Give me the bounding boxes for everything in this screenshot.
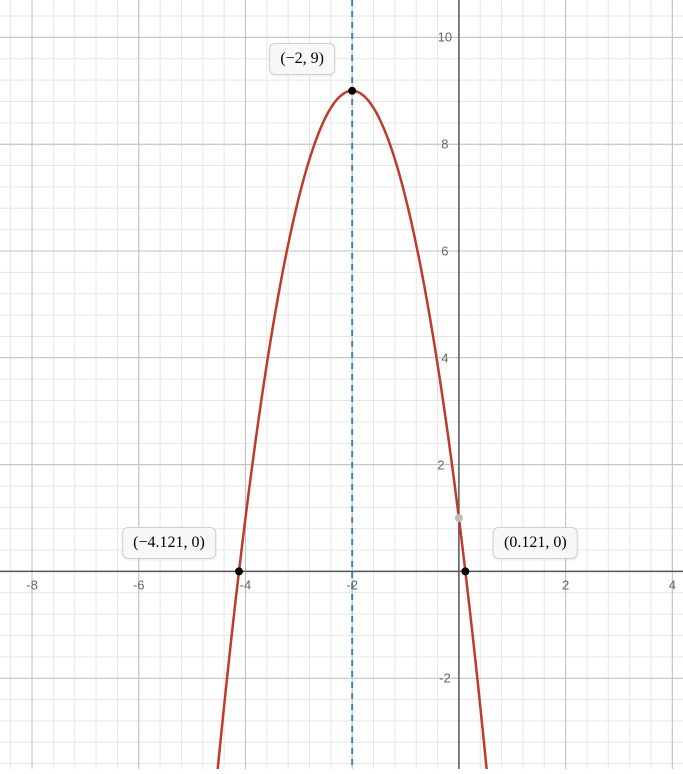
y-tick-label: 8 bbox=[441, 137, 448, 152]
point-label: (−2, 9) bbox=[269, 43, 335, 75]
x-tick-label: -2 bbox=[346, 578, 358, 593]
point-label: (0.121, 0) bbox=[493, 527, 578, 559]
point-label: (−4.121, 0) bbox=[122, 527, 216, 559]
chart-container: -8 -6 -4 -2 2 4 -2 4 6 8 10 2 (−2, 9) (−4.121, 0) (0.1… bbox=[0, 0, 683, 769]
y-tick-label-2: 2 bbox=[437, 457, 444, 472]
x-tick-label: -6 bbox=[133, 578, 145, 593]
x-tick-label: -4 bbox=[240, 578, 252, 593]
x-tick-label: 4 bbox=[669, 578, 676, 593]
y-tick-label: 4 bbox=[441, 350, 448, 365]
chart-svg bbox=[0, 0, 683, 769]
x-tick-label: 2 bbox=[562, 578, 569, 593]
y-tick-label: 10 bbox=[438, 30, 452, 45]
y-tick-label: 6 bbox=[441, 243, 448, 258]
y-tick-label: -2 bbox=[439, 671, 451, 686]
x-tick-label: -8 bbox=[26, 578, 38, 593]
